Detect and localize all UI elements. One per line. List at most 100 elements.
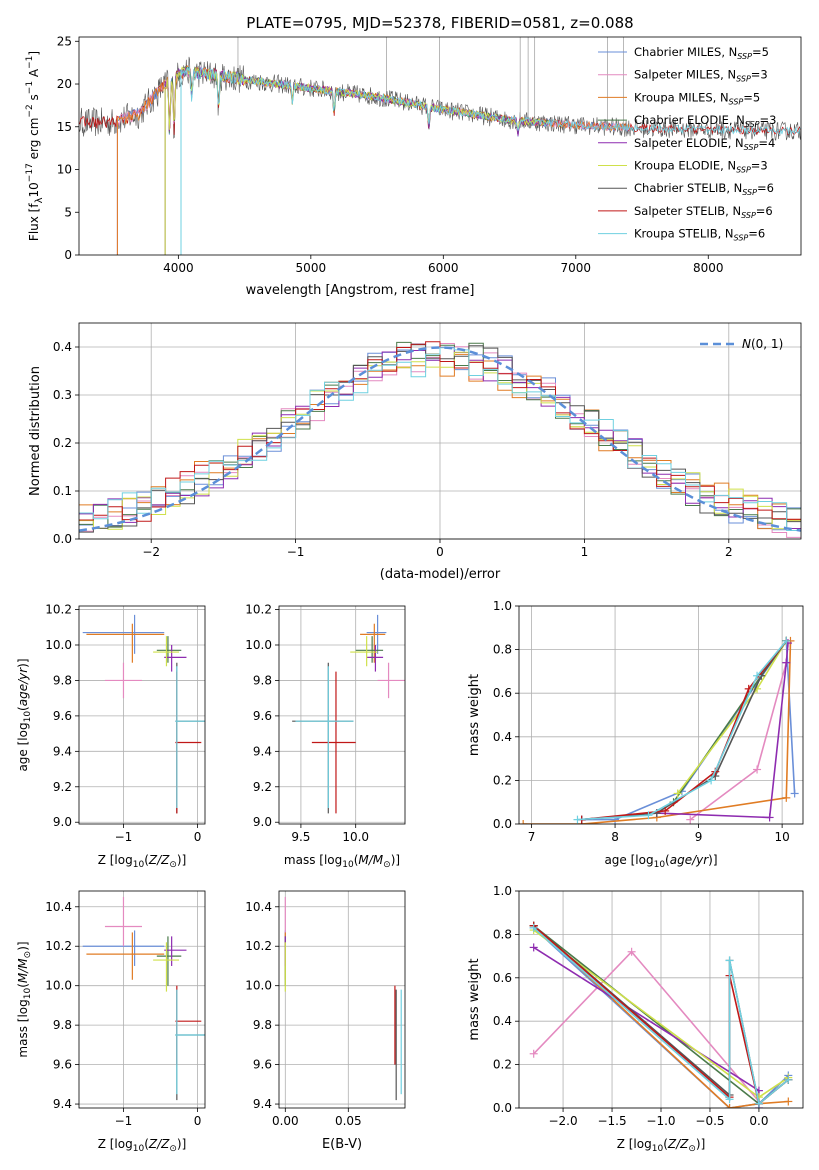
y-tick-label: 10.0 (245, 638, 272, 652)
legend-label: Kroupa ELODIE, NSSP=3 (634, 159, 768, 175)
y-tick-label: 0.2 (493, 1058, 512, 1072)
axes-frame (78, 36, 802, 256)
x-tick-label: 10.0 (342, 830, 369, 844)
y-tick-label: 9.4 (253, 744, 272, 758)
y-tick-label: 20 (57, 77, 72, 91)
plot-area-age_vs_Z (82, 614, 205, 814)
x-tick-label: −1 (287, 545, 305, 559)
x-tick-label: −1.5 (597, 1114, 626, 1128)
x-tick-label: 0.0 (749, 1114, 768, 1128)
histogram-step (79, 347, 801, 531)
axes-age_vs_Z: −1 0 9.0 9.2 9.4 9.6 9.8 10.0 10.2 Z [log10(Z/Z⊙)… (16, 603, 206, 870)
y-tick-label: 9.0 (53, 815, 72, 829)
axes-frame (278, 605, 406, 825)
y-tick-label: 0.0 (493, 1101, 512, 1115)
histogram-step (79, 351, 801, 530)
y-tick-label: 9.6 (253, 709, 272, 723)
y-tick-label: 9.8 (53, 1018, 72, 1032)
legend-label: Kroupa MILES, NSSP=5 (634, 90, 760, 106)
y-tick-label: 1.0 (493, 884, 512, 898)
histogram-step (79, 353, 801, 530)
legend-label: Salpeter MILES, NSSP=3 (634, 68, 768, 84)
y-tick-label: 9.4 (53, 1097, 72, 1111)
y-axis-label: Normed distribution (28, 366, 43, 496)
y-tick-label: 10.0 (45, 638, 72, 652)
axes-frame (518, 890, 804, 1109)
y-tick-label: 0.2 (493, 773, 512, 787)
x-tick-label: 0 (194, 1114, 202, 1128)
x-tick-label: 0 (436, 545, 444, 559)
y-axis-label: mass [log10(M/M⊙)] (16, 941, 33, 1057)
x-axis-label: Z [log10(Z/Z⊙)] (98, 853, 187, 870)
y-tick-label: 9.2 (53, 780, 72, 794)
y-tick-label: 9.6 (53, 1058, 72, 1072)
x-tick-label: 7000 (561, 261, 592, 275)
axes-frame (278, 890, 406, 1109)
y-tick-label: 0.4 (493, 1014, 512, 1028)
x-tick-label: 6000 (428, 261, 459, 275)
y-tick-label: 0.2 (53, 436, 72, 450)
y-tick-label: 0.6 (493, 686, 512, 700)
y-tick-label: 10.2 (45, 939, 72, 953)
y-tick-label: 10.0 (45, 979, 72, 993)
axes-frame (78, 322, 802, 540)
y-tick-label: 0.8 (493, 643, 512, 657)
x-tick-label: 9 (695, 830, 703, 844)
x-axis-label: wavelength [Angstrom, rest frame] (246, 283, 475, 298)
y-tick-label: 10.2 (245, 603, 272, 617)
x-tick-label: 5000 (296, 261, 327, 275)
y-tick-label: 5 (64, 205, 72, 219)
legend-label: Salpeter ELODIE, NSSP=4 (634, 136, 775, 152)
x-tick-label: −2.0 (548, 1114, 577, 1128)
y-axis-label: mass weight (467, 674, 482, 756)
axes-frame (78, 890, 206, 1109)
y-tick-label: 10.2 (245, 939, 272, 953)
y-axis-label: Flux [fλ10−17 erg cm−2 s−1 A−1] (25, 51, 45, 241)
y-tick-label: 0.3 (53, 388, 72, 402)
normal-curve (79, 346, 801, 532)
legend-label: Salpeter STELIB, NSSP=6 (634, 204, 773, 220)
y-tick-label: 0.4 (53, 340, 72, 354)
x-axis-label: Z [log10(Z/Z⊙)] (98, 1137, 187, 1154)
y-tick-label: 0.4 (493, 730, 512, 744)
y-tick-label: 0.0 (53, 532, 72, 546)
plot-area-age_vs_mass (292, 614, 405, 814)
x-tick-label: 9.5 (291, 830, 310, 844)
x-tick-label: 0.05 (335, 1114, 362, 1128)
y-tick-label: 10 (57, 163, 72, 177)
x-tick-label: −1 (115, 1114, 133, 1128)
axes-frame (78, 605, 206, 825)
y-tick-label: 9.4 (53, 744, 72, 758)
y-tick-label: 9.8 (53, 673, 72, 687)
x-axis-label: mass [log10(M/M⊙)] (284, 853, 400, 870)
plot-area-massweight_vs_Z (529, 921, 793, 1108)
x-tick-label: 10 (774, 830, 789, 844)
y-tick-label: 1.0 (493, 599, 512, 613)
x-tick-label: 8000 (693, 261, 724, 275)
legend-label: Kroupa STELIB, NSSP=6 (634, 227, 765, 243)
axes-mass_vs_Z: −1 0 9.4 9.6 9.8 10.0 10.2 10.4 Z [log10(Z/Z⊙)] m… (16, 890, 206, 1154)
axes-residuals: −2 −1 0 1 2 0.0 0.1 0.2 0.3 0.4 (data-model)/error… (28, 322, 802, 582)
plot-area-spectrum (79, 37, 801, 255)
x-tick-label: −1.0 (646, 1114, 675, 1128)
plot-area-mass_vs_EBV (284, 896, 402, 1101)
y-tick-label: 9.6 (53, 709, 72, 723)
figure-title: PLATE=0795, MJD=52378, FIBERID=0581, z=0… (246, 14, 633, 32)
y-axis-label: mass weight (467, 958, 482, 1040)
x-tick-label: −1 (115, 830, 133, 844)
spectrum-line (180, 66, 801, 136)
y-axis-label: age [log10(age/yr)] (16, 658, 33, 771)
y-tick-label: 9.8 (253, 1018, 272, 1032)
y-tick-label: 0.6 (493, 971, 512, 985)
legend-label: Chabrier MILES, NSSP=5 (634, 45, 769, 61)
x-tick-label: 8 (611, 830, 619, 844)
y-tick-label: 10.2 (45, 603, 72, 617)
legend: N(0, 1) (700, 337, 783, 351)
plot-area-mass_vs_Z (82, 896, 205, 1101)
axes-massweight_vs_Z: −2.0 −1.5 −1.0 −0.5 0.0 0.0 0.2 0.4 0.6 0.8 1.0 mas… (467, 884, 804, 1154)
legend-label: Chabrier ELODIE, NSSP=3 (634, 113, 776, 129)
plot-area-massweight_vs_age (519, 636, 799, 824)
axes-massweight_vs_age: 7 8 9 10 0.0 0.2 0.4 0.6 0.8 1.0 mass weight age [l… (467, 599, 804, 870)
